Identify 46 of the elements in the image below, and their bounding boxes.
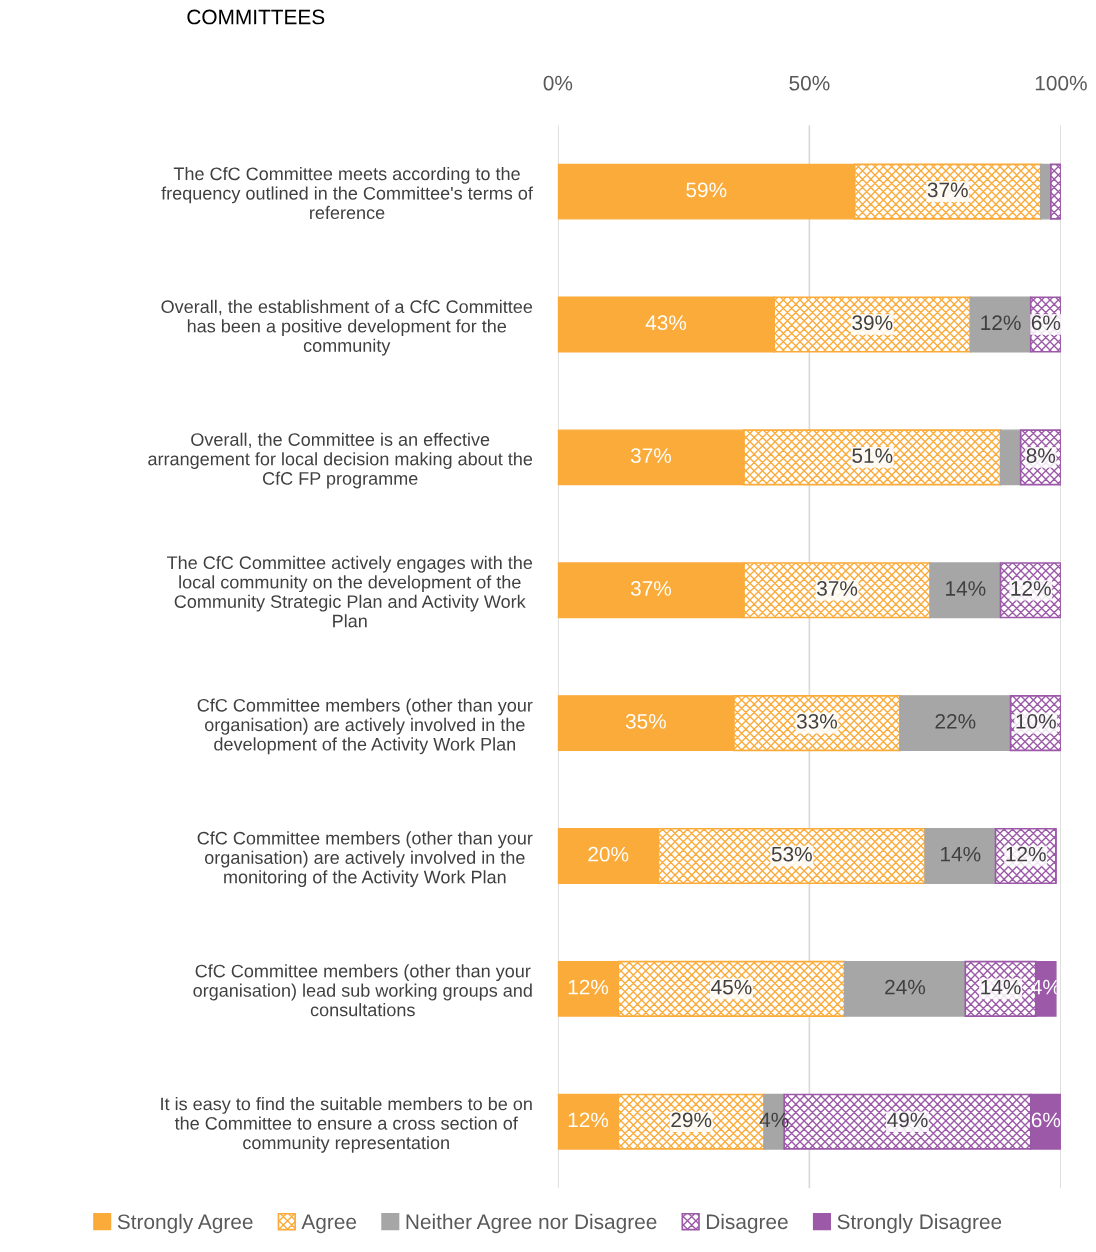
data-label: 6%	[1031, 1112, 1061, 1128]
data-label: 6%	[1031, 315, 1061, 331]
data-label: 37%	[630, 581, 672, 596]
y-tick-label: Overall, the Committee is an effective arrangement for local decision making about the CfC FP programme	[148, 432, 533, 489]
data-label: 49%	[887, 1112, 928, 1128]
y-tick-label: The CfC Committee actively engages with the local community on the development of the Community Strategic Plan and Activity Work Plan	[167, 555, 533, 628]
data-label: 22%	[935, 713, 976, 729]
data-label: 20%	[588, 846, 629, 862]
data-label: 10%	[1016, 713, 1056, 729]
data-label: 12%	[1006, 846, 1046, 862]
data-label: 12%	[568, 1112, 609, 1128]
y-tick-label: Overall, the establishment of a CfC Committee has been a positive development for the community	[161, 299, 533, 356]
data-label: 14%	[941, 846, 981, 862]
x-tick-label: 50%	[789, 75, 830, 91]
data-label: 14%	[981, 979, 1021, 995]
data-label: 37%	[817, 581, 858, 596]
y-tick-label: It is easy to find the suitable members to be on the Committee to ensure a cross section of community representation	[161, 1097, 532, 1153]
legend-label: Strongly Agree	[117, 1213, 253, 1234]
data-label: 29%	[671, 1112, 712, 1128]
data-label: 59%	[686, 182, 727, 198]
legend-label: Agree	[301, 1214, 357, 1234]
y-tick-label: CfC Committee members (other than your organisation) are actively involved in the monitoring of the Activity Work Plan	[197, 831, 533, 888]
x-tick-label: 0%	[543, 75, 573, 91]
y-tick-label: The CfC Committee meets according to the frequency outlined in the Committee's terms of reference	[161, 166, 533, 220]
text: COMMITTEES	[187, 9, 325, 25]
legend-label: Disagree	[706, 1213, 788, 1234]
data-label: 37%	[927, 182, 968, 198]
legend-label: Strongly Disagree	[837, 1213, 1002, 1234]
data-label: 43%	[645, 315, 687, 331]
data-label: 37%	[630, 448, 672, 463]
y-tick-label: CfC Committee members (other than your organisation) lead sub working groups and consultations	[193, 964, 532, 1017]
data-label: 45%	[711, 979, 752, 995]
data-label: 24%	[885, 979, 926, 995]
legend-label: Neither Agree nor Disagree	[406, 1213, 657, 1234]
data-label: 14%	[946, 581, 986, 596]
x-tick-label: 100%	[1035, 75, 1087, 91]
data-label: 33%	[796, 713, 838, 729]
data-label: 12%	[1011, 581, 1051, 596]
data-label: 8%	[1026, 448, 1056, 463]
data-label: 35%	[625, 713, 667, 729]
data-label: 53%	[771, 846, 812, 862]
y-tick-label: CfC Committee members (other than your organisation) are actively involved in the development of the Activity Work Plan	[197, 698, 533, 755]
data-label: 51%	[852, 448, 893, 463]
data-label: 39%	[852, 315, 893, 331]
data-label: 12%	[981, 315, 1021, 331]
data-label: 12%	[568, 979, 609, 995]
